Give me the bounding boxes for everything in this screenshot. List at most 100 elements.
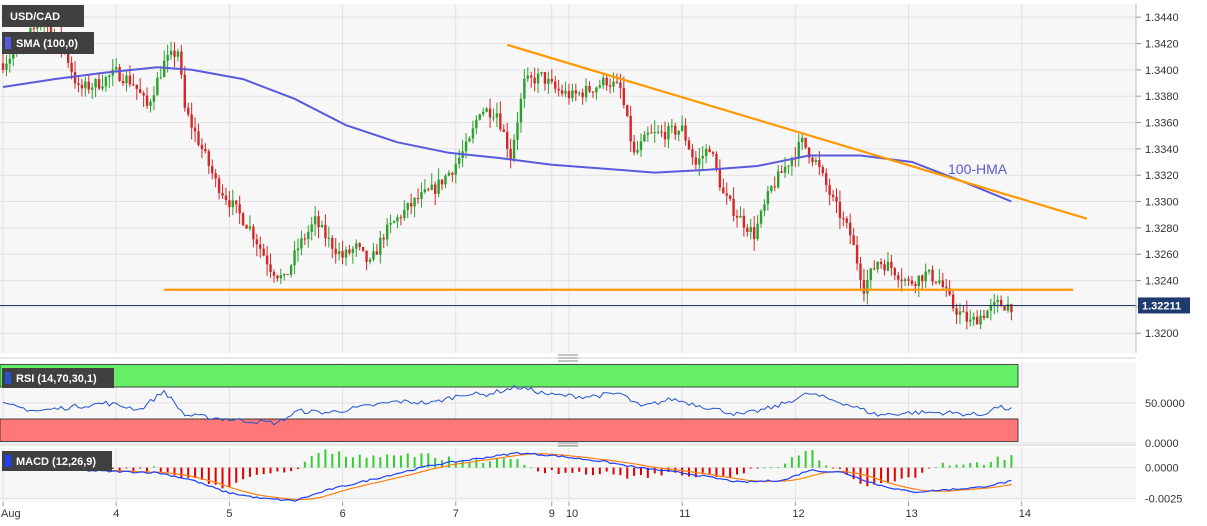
rsi-label[interactable]: RSI (14,70,30,1)	[2, 368, 114, 388]
candle-body	[114, 67, 118, 70]
macd-histogram-bar	[934, 466, 937, 468]
candle-body	[890, 261, 893, 269]
candle-body	[646, 132, 650, 135]
candle-body	[948, 288, 951, 295]
candle-body	[313, 216, 317, 225]
macd-histogram-bar	[585, 467, 588, 475]
macd-histogram-bar	[598, 467, 601, 475]
candle-body	[310, 224, 313, 232]
candle-body	[145, 95, 149, 106]
candle-body	[701, 155, 704, 159]
macd-histogram-bar	[873, 467, 876, 485]
candle-body	[293, 250, 296, 266]
macd-histogram-bar	[907, 467, 910, 478]
candle-body	[173, 50, 176, 57]
candle-body	[125, 75, 128, 84]
macd-histogram-bar	[324, 449, 327, 468]
candle-body	[650, 132, 653, 134]
macd-histogram-bar	[379, 457, 382, 468]
candle-body	[557, 88, 560, 91]
macd-histogram-bar	[866, 467, 869, 487]
candle-body	[910, 280, 914, 284]
price-tick-label: 1.3340	[1145, 144, 1179, 156]
candle-body	[187, 107, 190, 115]
candle-body	[962, 311, 965, 313]
candle-body	[931, 269, 934, 282]
macd-histogram-bar	[1003, 459, 1006, 468]
candle-body	[619, 82, 622, 88]
candle-body	[907, 279, 910, 281]
time-tick-label: 9	[549, 508, 555, 520]
candle-body	[49, 21, 53, 34]
candle-body	[94, 79, 97, 88]
candle-body	[149, 101, 152, 106]
macd-histogram-bar	[653, 467, 656, 474]
macd-histogram-bar	[262, 467, 265, 475]
rsi-line	[2, 384, 1012, 426]
candle-body	[451, 172, 454, 175]
pane-resize-handle[interactable]	[558, 354, 578, 362]
candle-body	[708, 148, 711, 153]
macd-histogram-bar	[537, 467, 540, 472]
candle-body	[814, 160, 818, 163]
candle-body	[739, 215, 742, 218]
rsi-text: RSI (14,70,30,1)	[16, 373, 97, 385]
macd-histogram-bar	[564, 467, 567, 473]
price-tick-label: 1.3400	[1145, 65, 1179, 77]
macd-histogram-bar	[345, 456, 347, 468]
macd-series	[2, 449, 1013, 502]
candle-body	[279, 275, 283, 279]
candle-body	[152, 95, 156, 102]
candle-body	[958, 311, 962, 315]
candle-body	[324, 224, 327, 239]
candle-body	[756, 223, 759, 239]
macd-histogram-bar	[242, 467, 245, 480]
time-tick-label: Aug	[1, 508, 21, 520]
candle-body	[547, 78, 550, 84]
candle-body	[993, 301, 996, 306]
candle-body	[746, 227, 749, 232]
candle-body	[327, 237, 331, 239]
candle-body	[87, 81, 90, 90]
macd-histogram-bar	[358, 454, 361, 468]
macd-histogram-bar	[825, 465, 828, 468]
candle-body	[214, 173, 217, 179]
candle-body	[530, 75, 533, 78]
candle-body	[156, 77, 159, 96]
candle-body	[475, 119, 478, 129]
candle-body	[262, 248, 265, 256]
macd-histogram-bar	[921, 467, 924, 473]
macd-label[interactable]: MACD (12,26,9)	[2, 451, 112, 471]
candle-body	[142, 93, 145, 96]
candle-body	[406, 203, 409, 210]
candle-body	[804, 137, 807, 148]
candle-body	[975, 316, 979, 325]
last-price-marker: 1.32211	[1138, 297, 1190, 314]
candle-body	[207, 151, 210, 167]
macd-histogram-bar	[489, 461, 492, 468]
macd-histogram-bar	[146, 467, 149, 472]
candle-body	[704, 148, 708, 156]
macd-histogram-bar	[509, 458, 512, 468]
macd-histogram-bar	[159, 467, 162, 473]
macd-histogram-bar	[749, 467, 752, 469]
candle-body	[578, 92, 581, 94]
candle-body	[564, 90, 567, 94]
candle-body	[454, 163, 457, 175]
candle-body	[200, 144, 204, 149]
candle-body	[163, 60, 166, 78]
candle-body	[80, 84, 84, 89]
candle-body	[176, 51, 180, 57]
macd-histogram-bar	[427, 453, 430, 468]
symbol-label[interactable]: USD/CAD	[2, 5, 84, 27]
candle-body	[427, 189, 430, 191]
candle-body	[139, 89, 142, 94]
sma-label[interactable]: SMA (100,0)	[2, 32, 94, 54]
sma-text: SMA (100,0)	[16, 38, 78, 50]
macd-histogram-bar	[482, 463, 485, 468]
candle-body	[317, 216, 320, 228]
candle-body	[677, 130, 680, 135]
macd-histogram-bar	[729, 467, 732, 479]
macd-histogram-bar	[763, 467, 766, 469]
